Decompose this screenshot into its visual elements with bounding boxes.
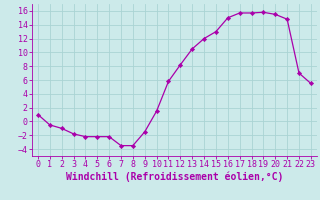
X-axis label: Windchill (Refroidissement éolien,°C): Windchill (Refroidissement éolien,°C) — [66, 172, 283, 182]
